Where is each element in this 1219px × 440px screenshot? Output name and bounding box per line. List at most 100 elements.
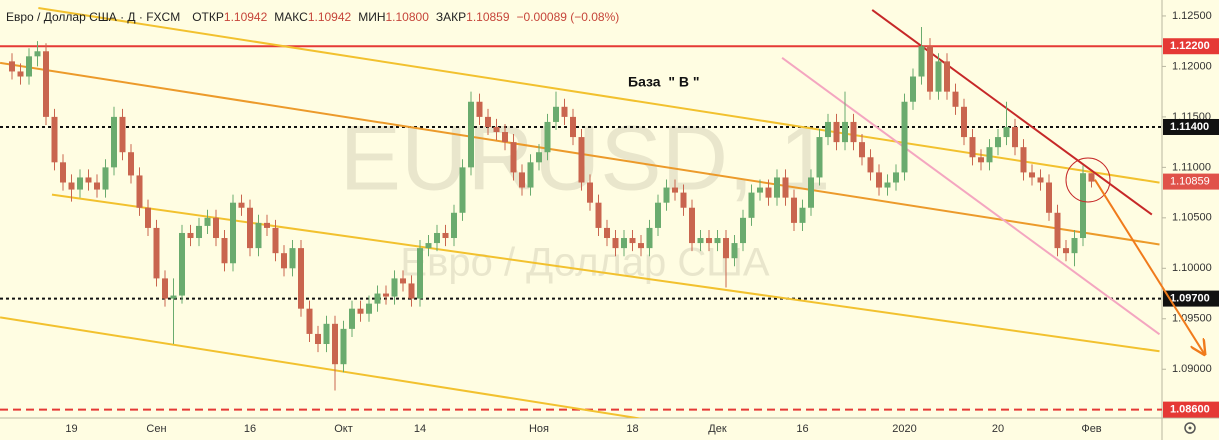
y-tick-label: 1.11000 [1172,161,1211,173]
candle-body [77,177,83,190]
candle-body [425,243,432,249]
y-tick-label: 1.12500 [1172,10,1212,22]
highlight-circle [1065,157,1111,203]
candle-body [553,106,559,122]
candle-body [587,182,593,203]
candle-body [867,157,874,173]
candle-body [238,202,245,208]
candle-body [850,121,857,143]
field-label: ОТКР [192,10,224,24]
candle-body [714,238,721,244]
candle-body [306,308,313,334]
candle-body [842,121,848,143]
candle-body [366,303,372,314]
y-tick-label: 1.09500 [1172,313,1212,325]
candle-body [272,227,279,254]
last-price-label: 1.10859 [1170,176,1210,188]
candle-body [536,152,542,163]
candle-body [621,238,627,249]
candle-body [43,51,49,117]
candle-body [646,227,653,249]
y-tick-label: 1.09000 [1172,363,1212,375]
candle-body [315,333,321,345]
candle-body [952,91,959,107]
candle-body [9,61,15,72]
candle-body [672,187,678,193]
candle-body [901,101,908,173]
candle-body [816,137,823,178]
candle-body [102,167,109,190]
x-tick-label: 14 [414,423,426,435]
candle-body [162,278,168,299]
candle-body [927,46,933,92]
candle-body [128,152,134,176]
candle-body [604,227,610,239]
candle-body [519,172,525,188]
candle-body [570,116,576,138]
candle-body [527,162,534,188]
candle-body [731,243,738,259]
level-tag [1163,38,1219,55]
x-tick-label: 20 [992,423,1004,435]
candle-body [145,207,151,228]
candle-body [417,248,423,299]
field-label: МАКС [274,10,308,24]
candle-body [391,278,398,297]
y-tick-label: 1.12000 [1172,60,1212,72]
candle-body [893,172,899,183]
candle-body [510,142,517,173]
watermark: Евро / Доллар США [400,241,770,285]
candle-body [1080,173,1086,239]
level-tag [1163,290,1219,307]
candle-body [978,157,984,163]
trend-line [1094,179,1205,355]
level-label: 1.09700 [1170,292,1210,304]
x-tick-label: 2020 [892,423,916,435]
candle-body [213,217,219,239]
candle-body [944,61,950,92]
x-tick-label: Окт [334,423,353,435]
candle-body [255,222,262,249]
x-tick-label: Ноя [529,423,549,435]
level-tag [1163,118,1219,135]
candle-body [94,182,100,190]
candle-body [230,202,236,264]
x-tick-label: Фев [1081,423,1101,435]
candle-body [17,71,24,77]
candle-body [459,167,466,213]
settings-icon[interactable] [1184,422,1196,434]
candle-body [655,202,661,228]
level-label: 1.12200 [1170,40,1210,52]
candle-body [1063,248,1069,254]
candle-body [799,207,806,223]
candle-body [1020,147,1027,173]
candle-body [697,238,704,244]
candle-body [298,248,304,309]
level-tag [1163,401,1219,418]
candle-body [247,207,253,249]
candle-body [34,51,41,57]
candle-body [357,308,364,314]
candle-body [442,232,449,239]
candle-body [935,61,942,92]
y-tick-label: 1.10000 [1172,262,1212,274]
candle-body [60,162,66,183]
candle-body [612,238,619,249]
candle-body [493,126,500,133]
candle-body [289,248,296,269]
symbol: Евро / Доллар США · Д · FXCM [6,10,181,24]
candle-body [476,101,483,117]
candle-body [1003,126,1010,138]
candle-body [451,212,457,239]
x-tick-label: 18 [626,423,638,435]
field-value: 1.10800 [385,10,429,24]
field-value: 1.10942 [307,10,352,24]
candle-body [340,328,347,365]
candle-body [281,253,287,269]
candle-body [1012,126,1018,148]
candle-body [774,177,780,198]
candle-body [961,106,967,138]
candle-body [1037,177,1044,183]
candle-body [791,197,797,223]
